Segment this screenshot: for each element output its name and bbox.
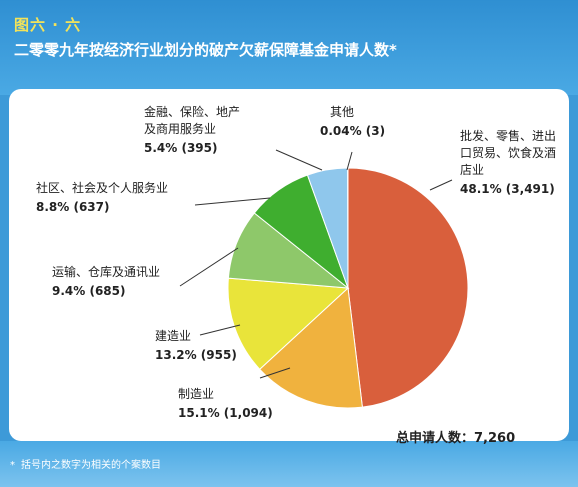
slice-value-label-0: 48.1% (3,491) (460, 182, 555, 196)
slice-label-3-0: 运输、仓库及通讯业 (52, 264, 160, 279)
slice-value-label-2: 13.2% (955) (155, 348, 237, 362)
total-value: 7,260 (474, 431, 516, 446)
footnote: * 括号内之数字为相关的个案数目 (10, 456, 161, 471)
leader-line-4 (194, 197, 271, 206)
slice-label-2-0: 建造业 (155, 329, 191, 343)
slice-label-0-0: 批发、零售、进出 (460, 128, 556, 143)
leader-line-2 (199, 324, 241, 336)
pie-slice-0 (347, 167, 469, 408)
footnote-text: 括号内之数字为相关的个案数目 (21, 460, 161, 471)
slice-label-6-0: 其他 (330, 105, 354, 119)
footnote-mark: * (10, 460, 15, 471)
leader-line-6 (346, 151, 353, 171)
slice-label-4-0: 社区、社会及个人服务业 (36, 180, 168, 195)
total-label: 总申请人数： (396, 431, 475, 446)
leader-line-3 (179, 247, 239, 287)
leader-line-5 (275, 149, 323, 171)
figure-number: 图六 · 六 (14, 16, 82, 34)
leader-line-0 (429, 179, 453, 191)
slice-value-label-3: 9.4% (685) (52, 284, 125, 298)
footer-background (0, 441, 578, 487)
chart-title: 二零零九年按经济行业划分的破产欠薪保障基金申请人数* (14, 41, 397, 59)
slice-value-label-4: 8.8% (637) (36, 200, 109, 214)
slice-label-5-1: 及商用服务业 (144, 121, 216, 136)
slice-label-5-0: 金融、保险、地产 (144, 104, 240, 119)
slice-value-label-5: 5.4% (395) (144, 141, 217, 155)
header-background (0, 0, 578, 95)
slice-label-0-2: 店业 (460, 163, 484, 177)
leader-line-1 (259, 367, 291, 379)
total-applicants: 总申请人数：7,260 (396, 427, 515, 446)
pie-slice-2 (227, 277, 350, 371)
pie-slice-1 (259, 286, 363, 409)
slice-value-label-6: 0.04% (3) (320, 124, 385, 138)
slice-label-0-1: 口贸易、饮食及酒 (460, 145, 556, 160)
slice-label-1-0: 制造业 (178, 387, 214, 401)
slice-value-label-1: 15.1% (1,094) (178, 406, 273, 420)
